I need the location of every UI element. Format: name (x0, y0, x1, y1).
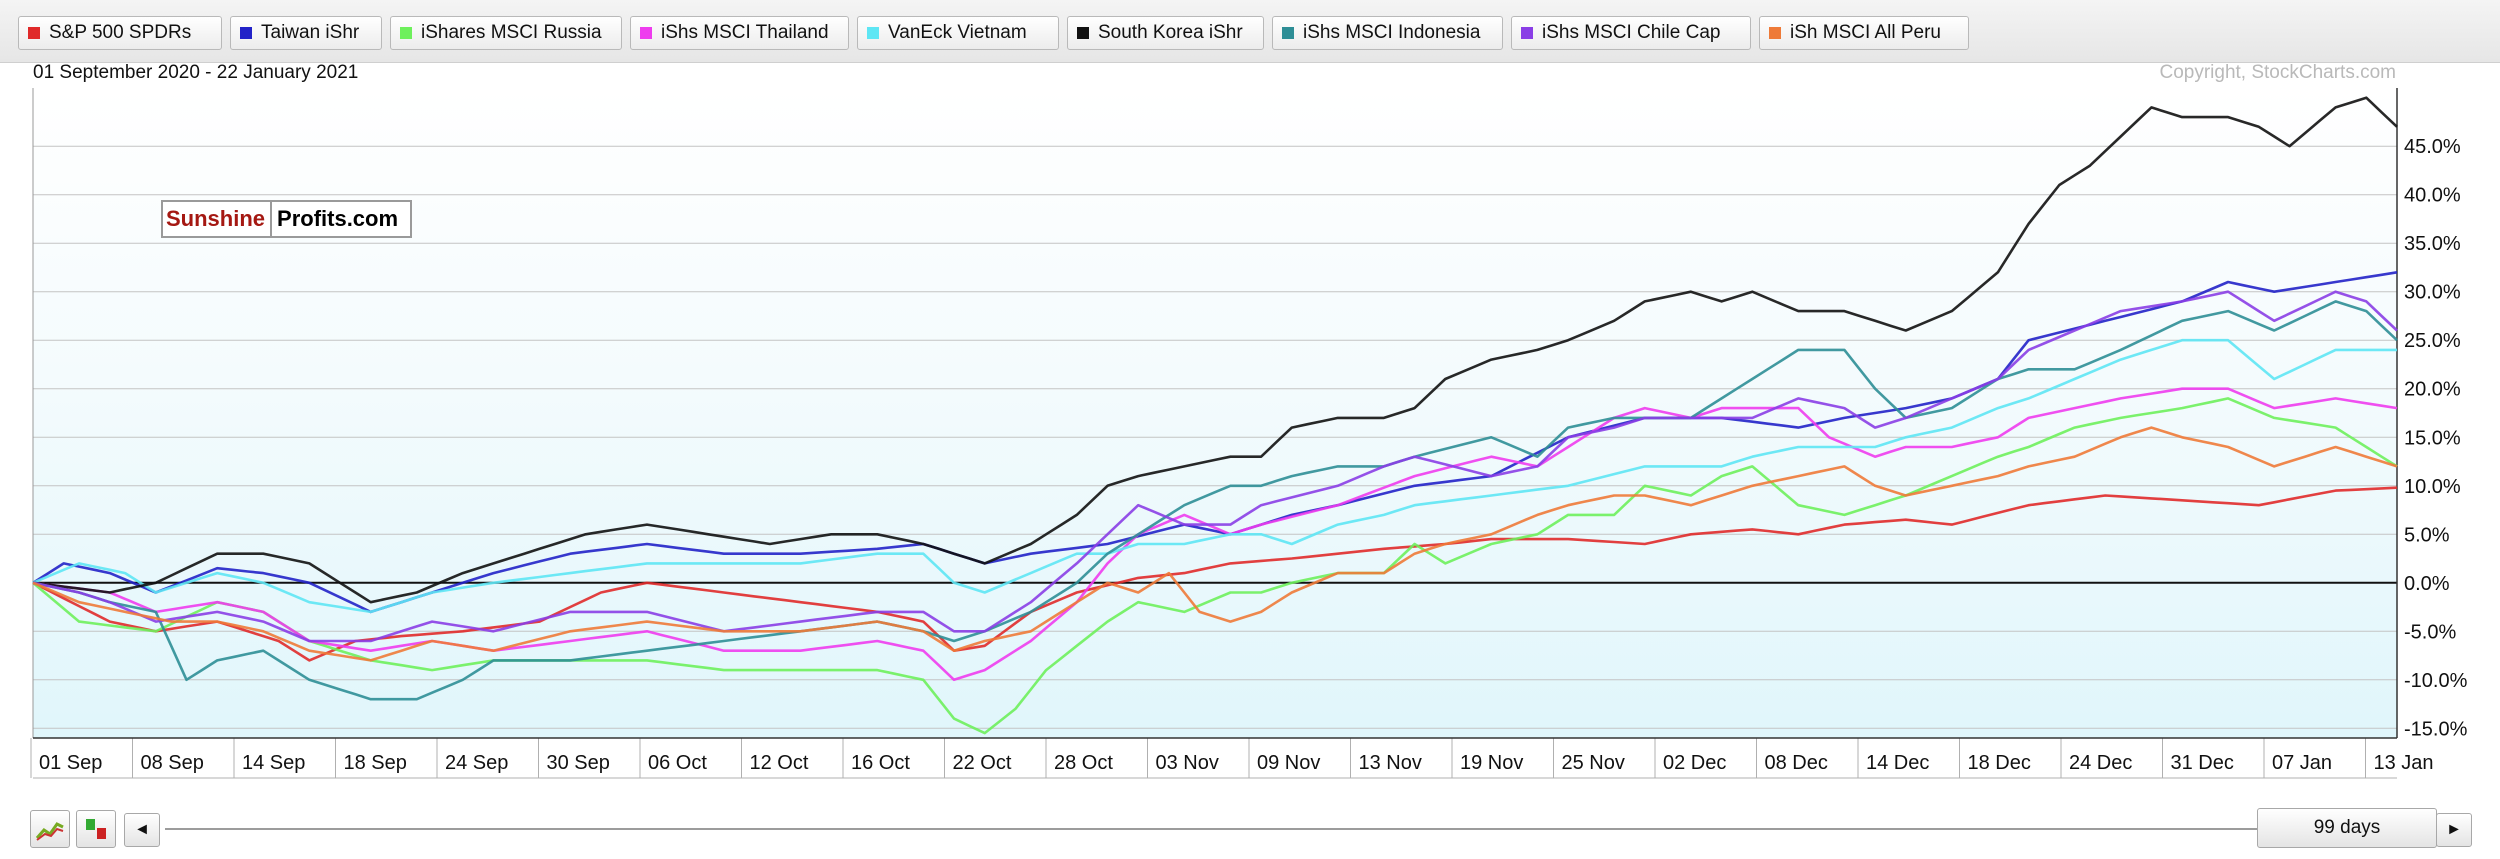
legend-item-3[interactable]: iShares MSCI Russia (390, 16, 622, 50)
legend-item-5[interactable]: VanEck Vietnam (857, 16, 1059, 50)
arrow-left-icon: ◄ (134, 821, 150, 838)
x-tick-label: 02 Dec (1663, 752, 1726, 774)
legend-label: VanEck Vietnam (888, 22, 1027, 43)
x-tick-label: 01 Sep (39, 752, 102, 774)
legend-swatch (1077, 27, 1089, 39)
legend-swatch (240, 27, 252, 39)
legend-swatch (867, 27, 879, 39)
series-line-7 (32, 300, 2398, 701)
legend-label: iShs MSCI Chile Cap (1542, 22, 1721, 43)
y-tick-label: 25.0% (2404, 330, 2461, 352)
y-tick-label: 5.0% (2404, 524, 2450, 546)
scroll-track[interactable] (165, 828, 2257, 830)
x-tick-label: 31 Dec (2171, 752, 2234, 774)
y-tick-label: -15.0% (2404, 718, 2468, 740)
x-tick-label: 13 Nov (1359, 752, 1422, 774)
series-line-3 (32, 397, 2398, 735)
x-tick-label: 14 Sep (242, 752, 305, 774)
legend-label: iShs MSCI Indonesia (1303, 22, 1481, 43)
y-tick-label: -5.0% (2404, 621, 2456, 643)
x-tick-label: 25 Nov (1562, 752, 1625, 774)
y-tick-label: 15.0% (2404, 427, 2461, 449)
y-tick-label: -10.0% (2404, 670, 2468, 692)
legend-swatch (28, 27, 40, 39)
copyright-label: Copyright, StockCharts.com (2159, 62, 2396, 83)
logo-part1: Sunshine (166, 206, 266, 231)
x-tick-label: 13 Jan (2374, 752, 2434, 774)
x-tick-label: 16 Oct (851, 752, 910, 774)
series-line-9 (32, 426, 2398, 662)
legend-item-2[interactable]: Taiwan iShr (230, 16, 382, 50)
plot-background (33, 88, 2397, 738)
y-tick-label: 0.0% (2404, 573, 2450, 595)
y-tick-label: 40.0% (2404, 185, 2461, 207)
legend-label: iShares MSCI Russia (421, 22, 602, 43)
date-range-label: 01 September 2020 - 22 January 2021 (33, 62, 359, 83)
legend-swatch (1521, 27, 1533, 39)
x-tick-label: 03 Nov (1156, 752, 1219, 774)
x-tick-label: 18 Dec (1968, 752, 2031, 774)
legend-item-7[interactable]: iShs MSCI Indonesia (1272, 16, 1503, 50)
legend-item-4[interactable]: iShs MSCI Thailand (630, 16, 849, 50)
legend-item-9[interactable]: iSh MSCI All Peru (1759, 16, 1969, 50)
series-line-6 (32, 96, 2398, 604)
legend-label: South Korea iShr (1098, 22, 1243, 43)
period-label: 99 days (2313, 817, 2381, 838)
y-tick-label: 30.0% (2404, 282, 2461, 304)
x-tick-label: 24 Sep (445, 752, 508, 774)
x-tick-label: 12 Oct (750, 752, 809, 774)
x-tick-label: 14 Dec (1866, 752, 1929, 774)
legend-item-8[interactable]: iShs MSCI Chile Cap (1511, 16, 1751, 50)
arrow-right-icon: ► (2446, 821, 2462, 838)
x-tick-label: 06 Oct (648, 752, 707, 774)
series-line-8 (32, 290, 2398, 643)
scroll-left-button[interactable]: ◄ (124, 813, 160, 847)
x-tick-label: 08 Dec (1765, 752, 1828, 774)
performance-chart: -15.0% -10.0% -5.0% 0.0% 5.0% 10.0% 15.0% 20.0%… (30, 88, 2468, 779)
legend-label: iSh MSCI All Peru (1790, 22, 1941, 43)
legend-swatch (400, 27, 412, 39)
y-tick-label: 45.0% (2404, 136, 2461, 158)
chart-controls: ◄ 99 days ► (0, 800, 2500, 859)
x-tick-label: 19 Nov (1460, 752, 1523, 774)
scroll-right-button[interactable]: ► (2436, 813, 2472, 847)
line-chart-icon (35, 822, 64, 841)
x-tick-label: 30 Sep (547, 752, 610, 774)
y-tick-label: 10.0% (2404, 476, 2461, 498)
x-tick-label: 24 Dec (2069, 752, 2132, 774)
series-line-5 (32, 338, 2397, 614)
legend-item-6[interactable]: South Korea iShr (1067, 16, 1264, 50)
period-selector[interactable]: 99 days (2257, 808, 2437, 848)
legend-swatch (1769, 27, 1781, 39)
line-chart-mode-button[interactable] (30, 810, 70, 848)
legend-label: iShs MSCI Thailand (661, 22, 829, 43)
legend-item-1[interactable]: S&P 500 SPDRs (18, 16, 222, 50)
legend-swatch (640, 27, 652, 39)
logo-part2: Profits.com (270, 202, 410, 236)
legend-bar: S&P 500 SPDRs Taiwan iShr iShares MSCI Rus… (0, 0, 2500, 63)
candlestick-mode-button[interactable] (76, 810, 116, 848)
x-tick-label: 08 Sep (141, 752, 204, 774)
legend-label: S&P 500 SPDRs (49, 22, 192, 43)
legend-label: Taiwan iShr (261, 22, 360, 43)
legend-swatch (1282, 27, 1294, 39)
x-tick-label: 18 Sep (344, 752, 407, 774)
series-line-1 (32, 486, 2398, 662)
x-tick-label: 07 Jan (2272, 752, 2332, 774)
x-tick-label: 09 Nov (1257, 752, 1320, 774)
candlestick-icon (86, 819, 106, 839)
sunshine-profits-logo: Sunshine Profits.com (161, 200, 413, 238)
y-tick-label: 35.0% (2404, 233, 2461, 255)
x-tick-label: 22 Oct (953, 752, 1012, 774)
x-tick-label: 28 Oct (1054, 752, 1113, 774)
y-tick-label: 20.0% (2404, 379, 2461, 401)
